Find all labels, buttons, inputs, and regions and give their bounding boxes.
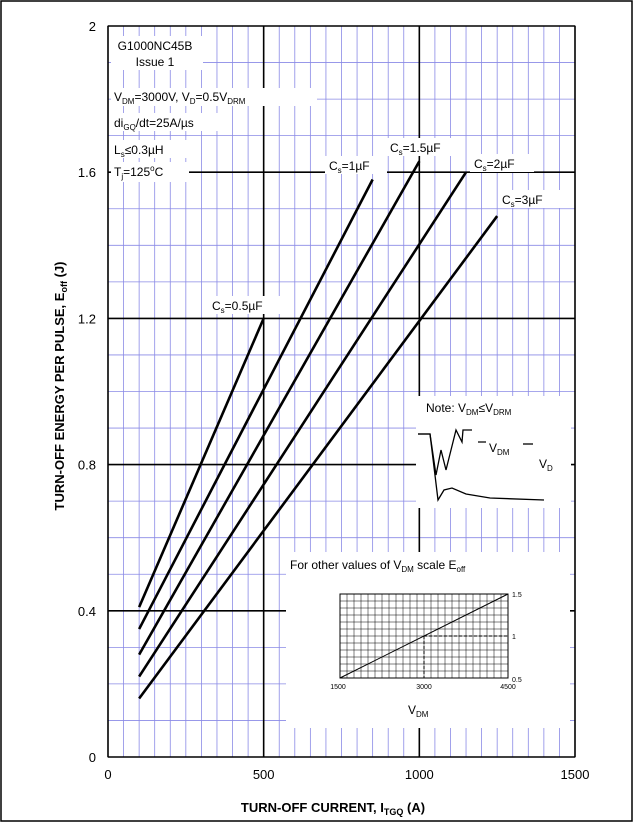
condition-ls: Ls≤0.3µH <box>114 143 164 159</box>
series-lines <box>137 160 499 700</box>
curve-label-0_5uF: Cs=0.5µF <box>212 299 263 315</box>
y-tick-label: 0 <box>89 750 96 765</box>
y-tick-label: 1.2 <box>78 311 96 326</box>
inset-y-tick-2: 1.5 <box>512 592 522 599</box>
series-line-0 <box>137 317 265 608</box>
y-tick-label: 2 <box>89 19 96 34</box>
issue-label: Issue 1 <box>136 55 175 69</box>
x-tick-label: 500 <box>253 767 275 782</box>
inset-y-tick-0: 0.5 <box>512 677 522 684</box>
condition-didt: diGQ/dt=25A/µs <box>114 116 194 132</box>
note-waveform: Note: VDM≤VDRM VDM VD <box>416 396 571 508</box>
x-axis-title: TURN-OFF CURRENT, ITGQ (A) <box>241 800 425 817</box>
curve-labels: Cs=0.5µF Cs=1µF Cs=1.5µF Cs=2µF Cs=3µF <box>208 138 560 315</box>
y-tick-label: 0.4 <box>78 604 96 619</box>
inset-x-tick-2: 4500 <box>500 684 516 691</box>
y-tick-label: 0.8 <box>78 458 96 473</box>
y-axis-title: TURN-OFF ENERGY PER PULSE, Eoff (J) <box>52 262 69 511</box>
condition-tj: Tj=125oC <box>114 164 164 181</box>
plot-border <box>107 25 576 758</box>
series-line-3 <box>138 171 468 678</box>
wave-vdm-label: VDM <box>489 441 510 457</box>
inset-x-tick-0: 1500 <box>330 684 346 691</box>
series-line-4 <box>138 215 499 700</box>
wave-vd-label: VD <box>539 457 553 473</box>
x-tick-label: 1500 <box>561 767 590 782</box>
curve-label-1_5uF: Cs=1.5µF <box>390 141 441 157</box>
waveform-current <box>418 433 545 502</box>
inset-x-tick-1: 3000 <box>416 684 432 691</box>
series-line-2 <box>138 160 421 656</box>
condition-vdm: VDM=3000V, VD=0.5VDRM <box>114 90 246 106</box>
x-tick-label: 1000 <box>405 767 434 782</box>
curve-label-1uF: Cs=1µF <box>329 159 370 175</box>
y-tick-labels: 0 0.4 0.8 1.2 1.6 2 <box>78 19 96 765</box>
curve-label-2uF: Cs=2µF <box>474 157 515 173</box>
conditions-block: G1000NC45B Issue 1 VDM=3000V, VD=0.5VDRM… <box>111 36 317 182</box>
x-tick-label: 0 <box>104 767 111 782</box>
y-tick-label: 1.6 <box>78 165 96 180</box>
note-label: Note: VDM≤VDRM <box>426 401 512 417</box>
device-label: G1000NC45B <box>118 39 193 53</box>
curve-label-3uF: Cs=3µF <box>502 193 543 209</box>
scale-inset: For other values of VDM scale Eoff 1500 … <box>286 552 570 728</box>
inset-y-tick-1: 1 <box>512 634 516 641</box>
x-tick-labels: 0 500 1000 1500 <box>104 767 589 782</box>
series-line-1 <box>137 178 374 630</box>
scale-caption: For other values of VDM scale Eoff <box>290 558 466 574</box>
inset-x-label: VDM <box>408 703 429 719</box>
